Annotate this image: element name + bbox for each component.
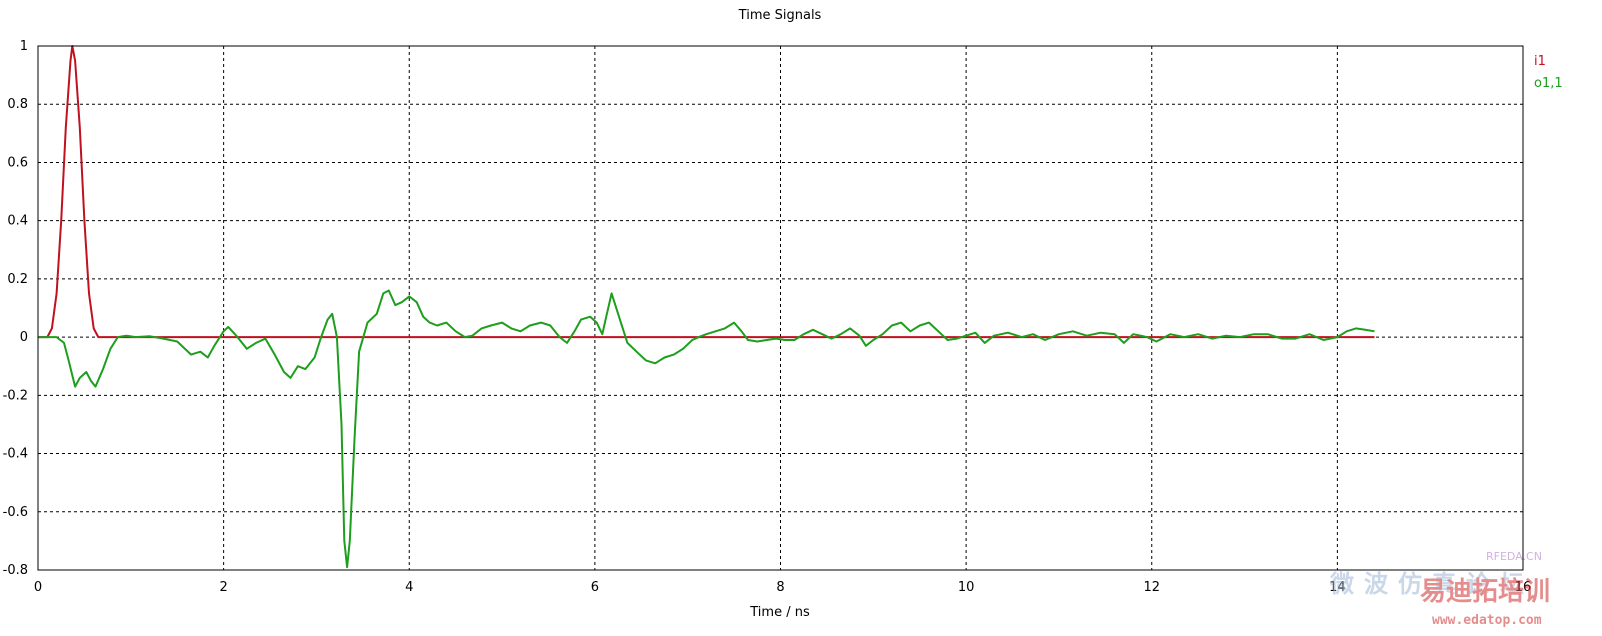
y-tick-label: 0.8 bbox=[7, 97, 28, 112]
grid-lines bbox=[38, 46, 1523, 570]
y-tick-label: 0.4 bbox=[7, 214, 28, 229]
y-tick-label: 0.2 bbox=[7, 272, 28, 287]
x-tick-label: 0 bbox=[34, 580, 42, 595]
x-tick-label: 10 bbox=[958, 580, 975, 595]
x-axis-label: Time / ns bbox=[749, 605, 810, 620]
x-tick-label: 4 bbox=[405, 580, 413, 595]
x-tick-label: 12 bbox=[1143, 580, 1160, 595]
series-line-1 bbox=[38, 289, 1375, 569]
watermark-forum-text: 微波仿真论坛 bbox=[1329, 570, 1534, 598]
legend-entry-o11: o1,1 bbox=[1534, 76, 1563, 91]
legend: i1 o1,1 bbox=[1534, 54, 1563, 91]
x-tick-labels: 0 2 4 6 8 10 12 14 16 bbox=[34, 580, 1531, 595]
y-tick-label: 1 bbox=[20, 39, 28, 54]
x-tick-label: 16 bbox=[1515, 580, 1532, 595]
plot-area-frame bbox=[37, 45, 1524, 571]
x-tick-label: 2 bbox=[219, 580, 227, 595]
x-tick-label: 6 bbox=[591, 580, 599, 595]
y-tick-label: -0.4 bbox=[3, 447, 28, 462]
chart-title: Time Signals bbox=[738, 8, 822, 23]
y-tick-label: -0.2 bbox=[3, 388, 28, 403]
y-tick-label: 0.6 bbox=[7, 155, 28, 170]
watermark-url-text: www.edatop.com bbox=[1432, 613, 1542, 628]
y-tick-label: -0.8 bbox=[3, 563, 28, 578]
x-tick-label: 14 bbox=[1329, 580, 1346, 595]
series-line-0 bbox=[38, 45, 1375, 339]
watermark-brand-text: 易迪拓培训 bbox=[1420, 577, 1550, 607]
x-tick-label: 8 bbox=[776, 580, 784, 595]
watermark: 微波仿真论坛 RFEDA.CN 易迪拓培训 www.edatop.com bbox=[1329, 550, 1550, 628]
y-tick-labels: 1 0.8 0.6 0.4 0.2 0 -0.2 -0.4 -0.6 -0.8 bbox=[3, 39, 28, 578]
y-tick-label: -0.6 bbox=[3, 505, 28, 520]
series-lines bbox=[38, 45, 1375, 569]
legend-entry-i1: i1 bbox=[1534, 54, 1546, 69]
y-tick-label: 0 bbox=[20, 330, 28, 345]
watermark-site-text: RFEDA.CN bbox=[1486, 550, 1542, 563]
